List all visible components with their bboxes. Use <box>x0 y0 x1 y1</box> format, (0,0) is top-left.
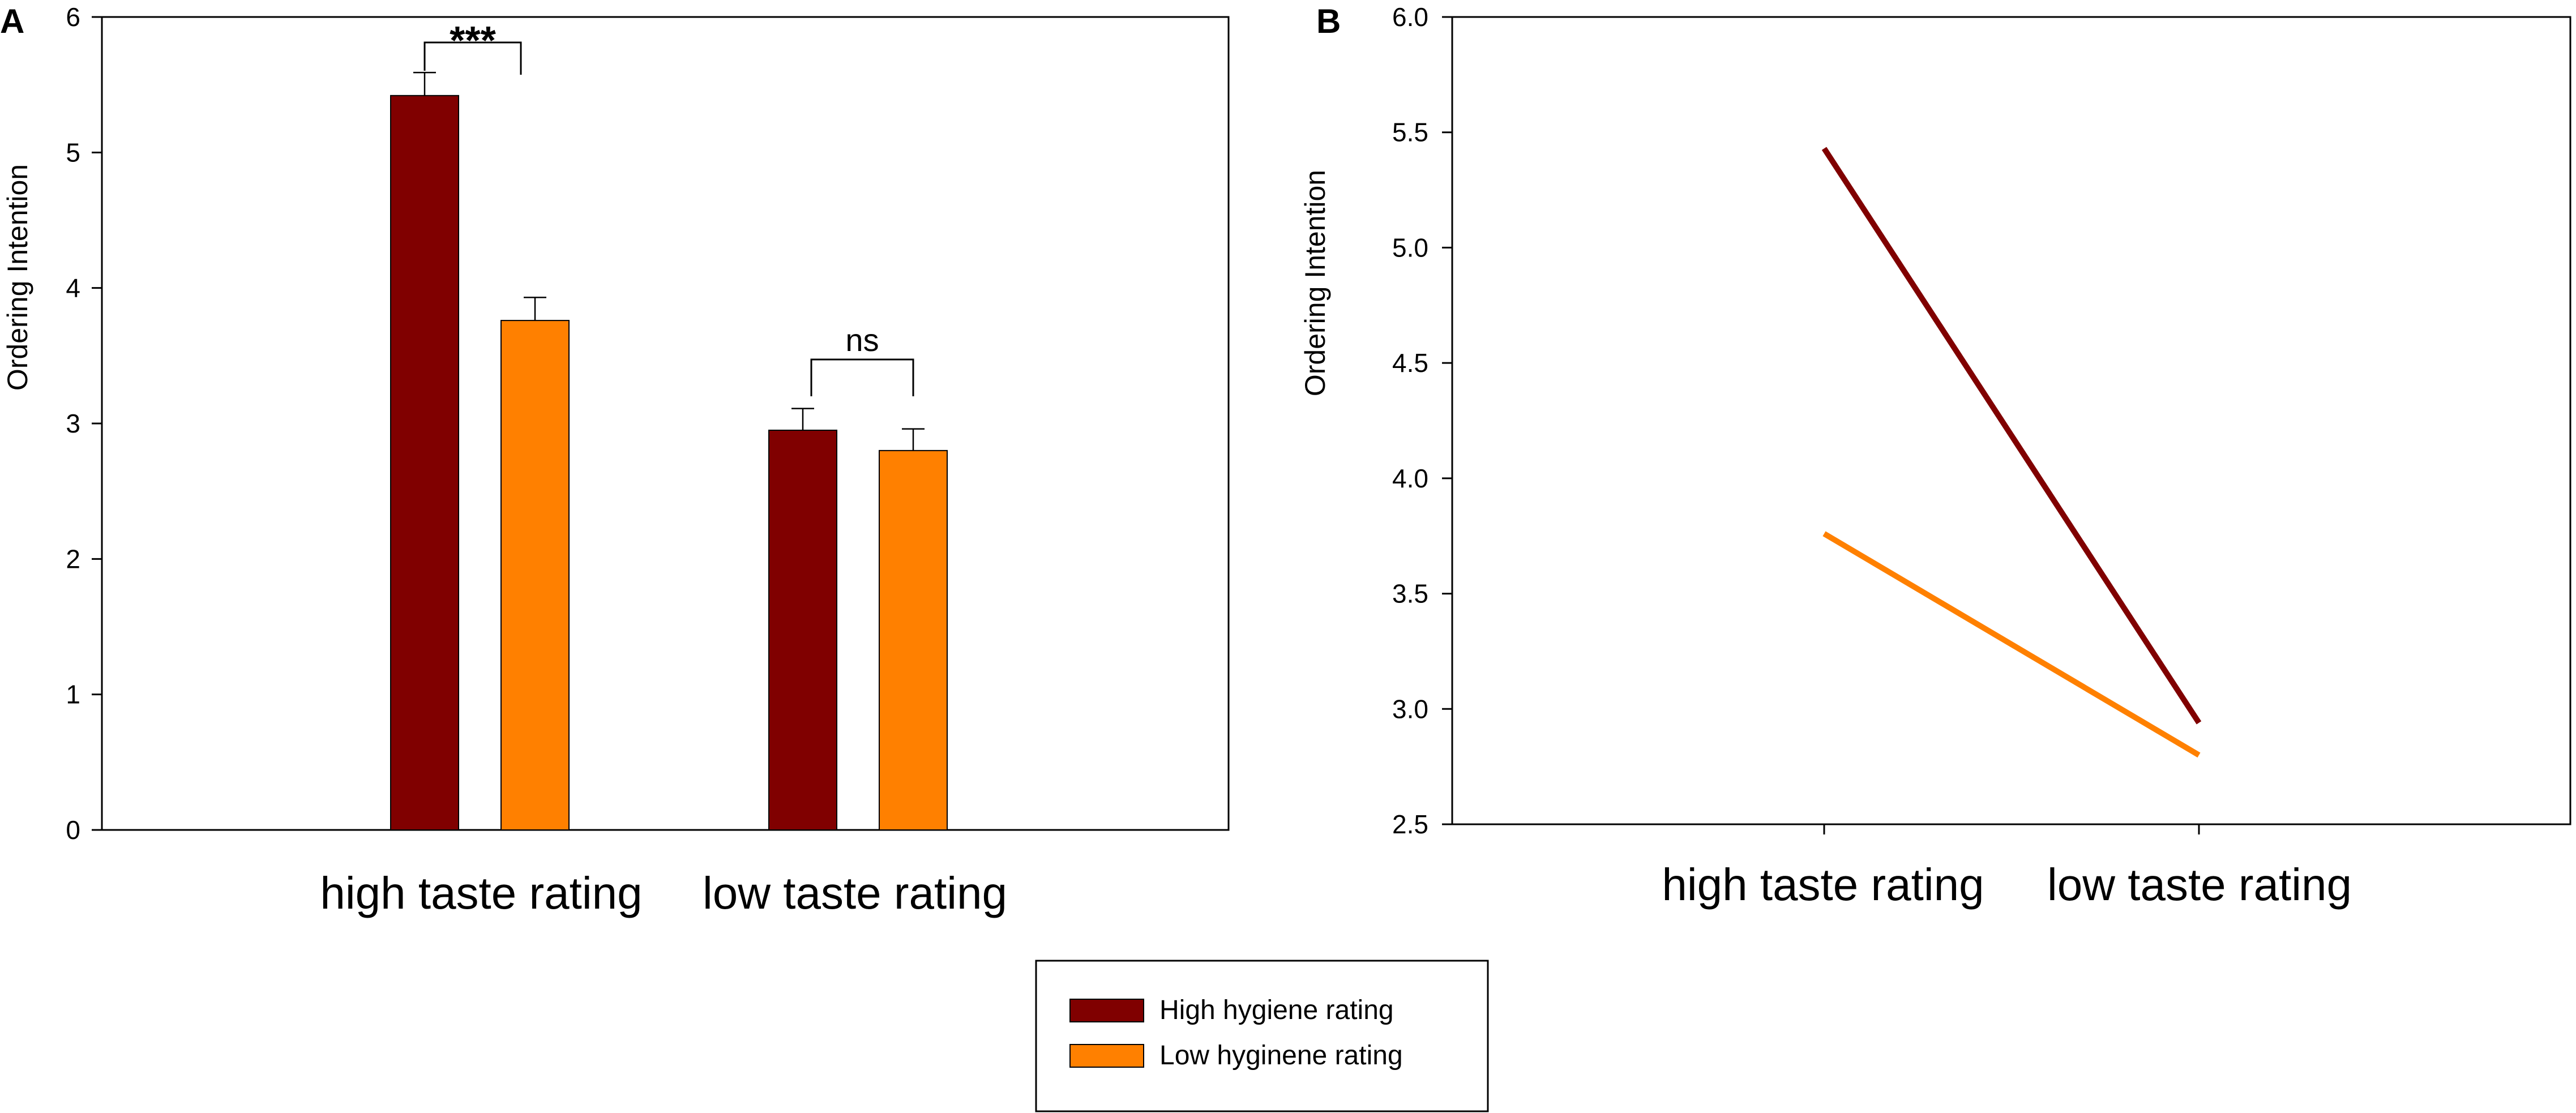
legend-label-low: Low hyginene rating <box>1159 1041 1403 1071</box>
panel-a-y-tick-label: 0 <box>66 815 80 845</box>
panel-b-y-tick-label: 3.5 <box>1392 579 1428 609</box>
panel-a-y-tick-label: 4 <box>66 273 80 303</box>
panel-b-y-ticks: 2.5 3.0 3.5 4.0 4.5 5.0 5.5 6.0 <box>1392 2 1452 839</box>
legend-label-high: High hygiene rating <box>1159 995 1394 1025</box>
panel-a-y-axis-label: Ordering Intention <box>2 164 33 391</box>
legend-swatch-low <box>1069 1044 1144 1068</box>
panel-a-bar <box>768 429 837 831</box>
panel-b-y-tick-label: 5.0 <box>1392 233 1428 262</box>
panel-a-annotations: *** ns <box>423 18 914 396</box>
panel-b-y-tick-label: 5.5 <box>1392 118 1428 147</box>
panel-b-y-axis-label: Ordering Intention <box>1299 170 1331 396</box>
panel-a-y-tick-label: 2 <box>66 544 80 573</box>
panel-a-bars <box>390 71 948 831</box>
legend-swatch-high <box>1069 999 1144 1022</box>
panel-b-plot-frame <box>1451 16 2571 825</box>
panel-a-significance-bracket <box>423 41 522 75</box>
panel-a-y-tick-label: 3 <box>66 409 80 438</box>
panel-b-y-tick-label: 4.0 <box>1392 464 1428 493</box>
panel-a-plot-frame <box>101 16 1230 831</box>
panel-a-category-label-low: low taste rating <box>703 868 1007 918</box>
panel-b-y-tick-label: 3.0 <box>1392 694 1428 724</box>
panel-b-series-line <box>1822 531 2201 758</box>
panel-b-y-tick-label: 6.0 <box>1392 2 1428 32</box>
panel-b-x-ticks <box>1823 824 2200 834</box>
panel-a-y-ticks: 0 1 2 3 4 5 6 <box>66 2 102 845</box>
panel-b-series-line <box>1821 147 2202 725</box>
panel-b-y-tick-label: 4.5 <box>1392 348 1428 378</box>
panel-b-category-label-high: high taste rating <box>1662 859 1984 910</box>
panel-b-y-tick-label: 2.5 <box>1392 810 1428 839</box>
legend: High hygiene rating Low hyginene rating <box>1035 960 1489 1112</box>
panel-a-y-tick-label: 6 <box>66 2 80 32</box>
panel-a-bar <box>500 320 570 831</box>
panel-a-y-tick-label: 5 <box>66 138 80 167</box>
panel-b: B Ordering Intention 2.5 3.0 3.5 4.0 4.5 5.0 5… <box>1299 2 2571 910</box>
panel-a-significance-bracket <box>810 358 914 396</box>
panel-a-significance-label: ns <box>845 322 879 358</box>
panel-a-y-tick-label: 1 <box>66 680 80 709</box>
legend-box <box>1035 960 1489 1112</box>
panel-a-label: A <box>0 2 24 40</box>
panel-a-significance-label: *** <box>450 18 496 62</box>
panel-a-bar <box>879 450 948 831</box>
panel-b-label: B <box>1316 2 1341 40</box>
panel-a-category-label-high: high taste rating <box>320 868 642 918</box>
panel-a-bar <box>390 95 459 831</box>
panel-b-category-label-low: low taste rating <box>2047 859 2352 910</box>
panel-b-lines <box>1821 147 2202 758</box>
panel-a: A Ordering Intention 0 1 2 3 4 5 6 *** ns high … <box>0 2 1230 918</box>
